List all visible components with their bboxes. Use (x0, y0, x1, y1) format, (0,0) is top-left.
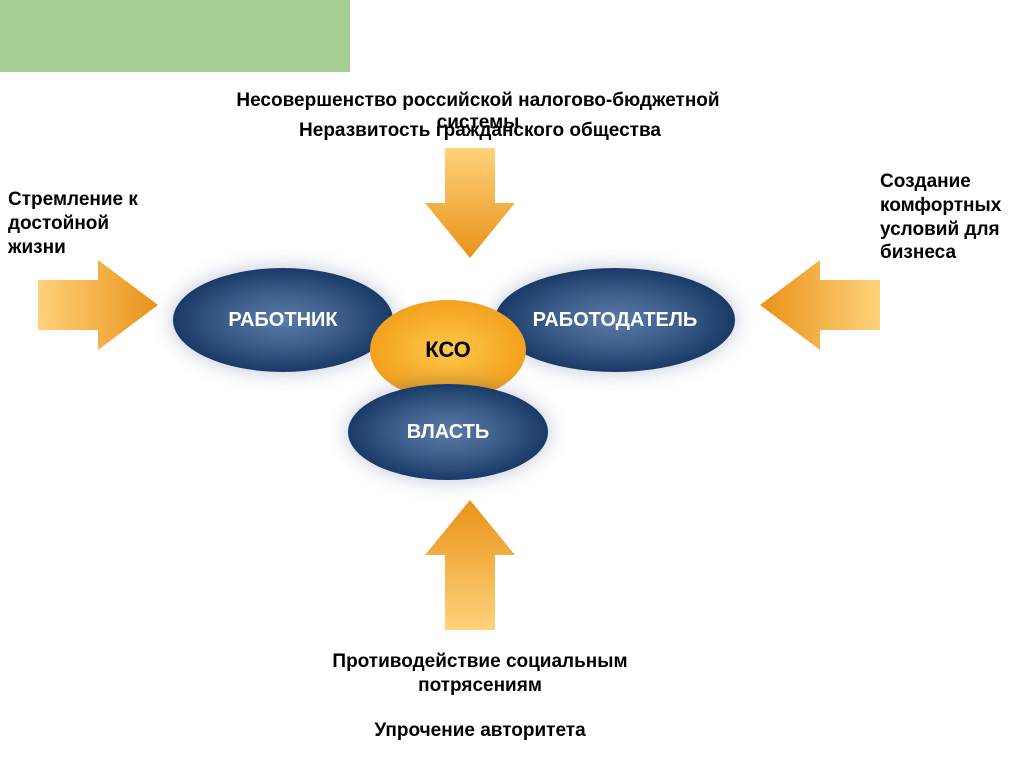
arrow-bottom (425, 500, 515, 630)
top-text-line2: Неразвитость гражданского общества (270, 120, 690, 142)
right-text: Создание комфортных условий для бизнеса (880, 170, 1020, 265)
ellipse-worker: РАБОТНИК (173, 268, 393, 372)
bottom-text-line1: Противодействие социальным потрясениям (310, 650, 650, 698)
arrow-right (760, 260, 880, 350)
ellipse-authority: ВЛАСТЬ (348, 384, 548, 480)
bottom-text-line2: Упрочение авторитета (350, 720, 610, 742)
left-text: Стремление к достойной жизни (8, 188, 158, 259)
header-green-box (0, 0, 350, 72)
arrow-left (38, 260, 158, 350)
ellipse-center-label: КСО (425, 337, 471, 363)
ellipse-worker-label: РАБОТНИК (228, 309, 337, 332)
ellipse-employer-label: РАБОТОДАТЕЛЬ (533, 309, 698, 332)
ellipse-authority-label: ВЛАСТЬ (407, 421, 489, 444)
ellipse-employer: РАБОТОДАТЕЛЬ (495, 268, 735, 372)
arrow-top (425, 148, 515, 258)
